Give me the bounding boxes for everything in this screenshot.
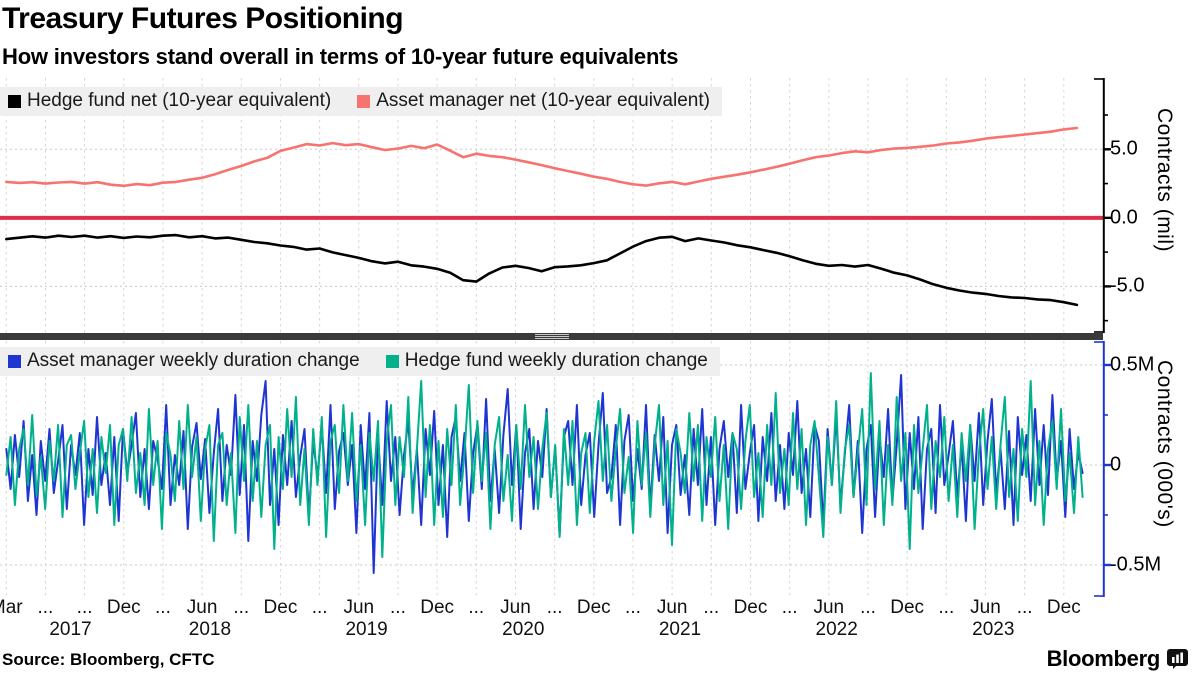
y-tick-label: -0.5M <box>1110 553 1162 576</box>
legend-item-hedge-net: Hedge fund net (10-year equivalent) <box>8 90 331 112</box>
x-year-label: 2020 <box>502 619 545 640</box>
bloomberg-bars-icon <box>1167 649 1188 669</box>
x-tick-label: Dec <box>576 597 611 618</box>
x-tick-label: ... <box>233 597 250 618</box>
x-tick-label: Dec <box>1046 597 1081 618</box>
source-caption: Source: Bloomberg, CFTC <box>2 650 215 669</box>
bloomberg-logo: Bloomberg <box>1046 646 1161 671</box>
y-tick-label: 5.0 <box>1110 137 1138 160</box>
x-tick-label: ... <box>860 597 876 618</box>
asset-net-swatch-icon <box>357 94 371 108</box>
asset-weekly-swatch-icon <box>8 354 21 368</box>
legend-label: Hedge fund net (10-year equivalent) <box>27 90 332 111</box>
x-tick-label: Jun <box>343 597 375 618</box>
panel-divider <box>0 333 1103 340</box>
top-y-axis-title: Contracts (mil) <box>1153 108 1176 253</box>
x-tick-label: Jun <box>656 597 688 618</box>
x-tick-label: Mar <box>0 597 23 618</box>
x-tick-label: ... <box>37 597 54 618</box>
page-subtitle: How investors stand overall in terms of … <box>2 44 679 69</box>
x-tick-label: Jun <box>970 597 1001 618</box>
legend-label: Asset manager net (10-year equivalent) <box>376 90 710 111</box>
x-year-label: 2017 <box>49 619 92 640</box>
x-tick-label: ... <box>76 597 93 618</box>
x-tick-label: Dec <box>106 597 141 618</box>
legend-item-asset-weekly: Asset manager weekly duration change <box>8 350 360 372</box>
y-tick-label: -5.0 <box>1110 274 1145 297</box>
hedge-net-swatch-icon <box>8 94 21 108</box>
x-tick-label: ... <box>390 597 406 618</box>
x-tick-label: ... <box>311 597 328 618</box>
x-year-label: 2018 <box>188 619 232 640</box>
y-tick-label: 0 <box>1110 453 1122 476</box>
x-tick-label: ... <box>781 597 798 618</box>
x-tick-label: Jun <box>500 597 531 618</box>
x-tick-label: Jun <box>813 597 845 618</box>
x-tick-label: ... <box>546 597 563 618</box>
x-year-label: 2023 <box>972 619 1015 640</box>
x-tick-label: ... <box>155 597 171 618</box>
legend-label: Hedge fund weekly duration change <box>404 350 708 371</box>
legend-item-hedge-weekly: Hedge fund weekly duration change <box>385 350 708 372</box>
bottom-panel-plot <box>0 341 1111 597</box>
x-tick-label: Dec <box>263 597 298 618</box>
x-tick-label: ... <box>1016 597 1033 618</box>
legend-label: Asset manager weekly duration change <box>27 350 360 371</box>
hedge-weekly-swatch-icon <box>385 354 399 368</box>
x-tick-label: ... <box>703 597 720 618</box>
x-year-label: 2022 <box>815 619 858 640</box>
y-tick-label: 0.5M <box>1110 353 1155 376</box>
x-year-label: 2021 <box>658 619 702 640</box>
x-tick-label: Jun <box>186 597 218 618</box>
y-tick-label: 0.0 <box>1110 206 1138 229</box>
top-legend: Hedge fund net (10-year equivalent) Asse… <box>0 87 722 116</box>
x-tick-label: ... <box>938 597 955 618</box>
x-year-label: 2019 <box>345 619 388 640</box>
x-tick-label: Dec <box>420 597 455 618</box>
bottom-y-axis-title: Contracts (000's) <box>1153 360 1176 528</box>
divider-drag-handle-icon[interactable] <box>534 334 569 339</box>
x-tick-label: Dec <box>733 597 768 618</box>
page-title: Treasury Futures Positioning <box>2 2 404 35</box>
x-tick-label: Dec <box>890 597 925 618</box>
bottom-legend: Asset manager weekly duration change Hed… <box>0 347 720 376</box>
x-tick-label: ... <box>625 597 641 618</box>
top-panel-plot <box>0 78 1111 333</box>
x-tick-label: ... <box>468 597 485 618</box>
legend-item-asset-net: Asset manager net (10-year equivalent) <box>357 90 710 112</box>
